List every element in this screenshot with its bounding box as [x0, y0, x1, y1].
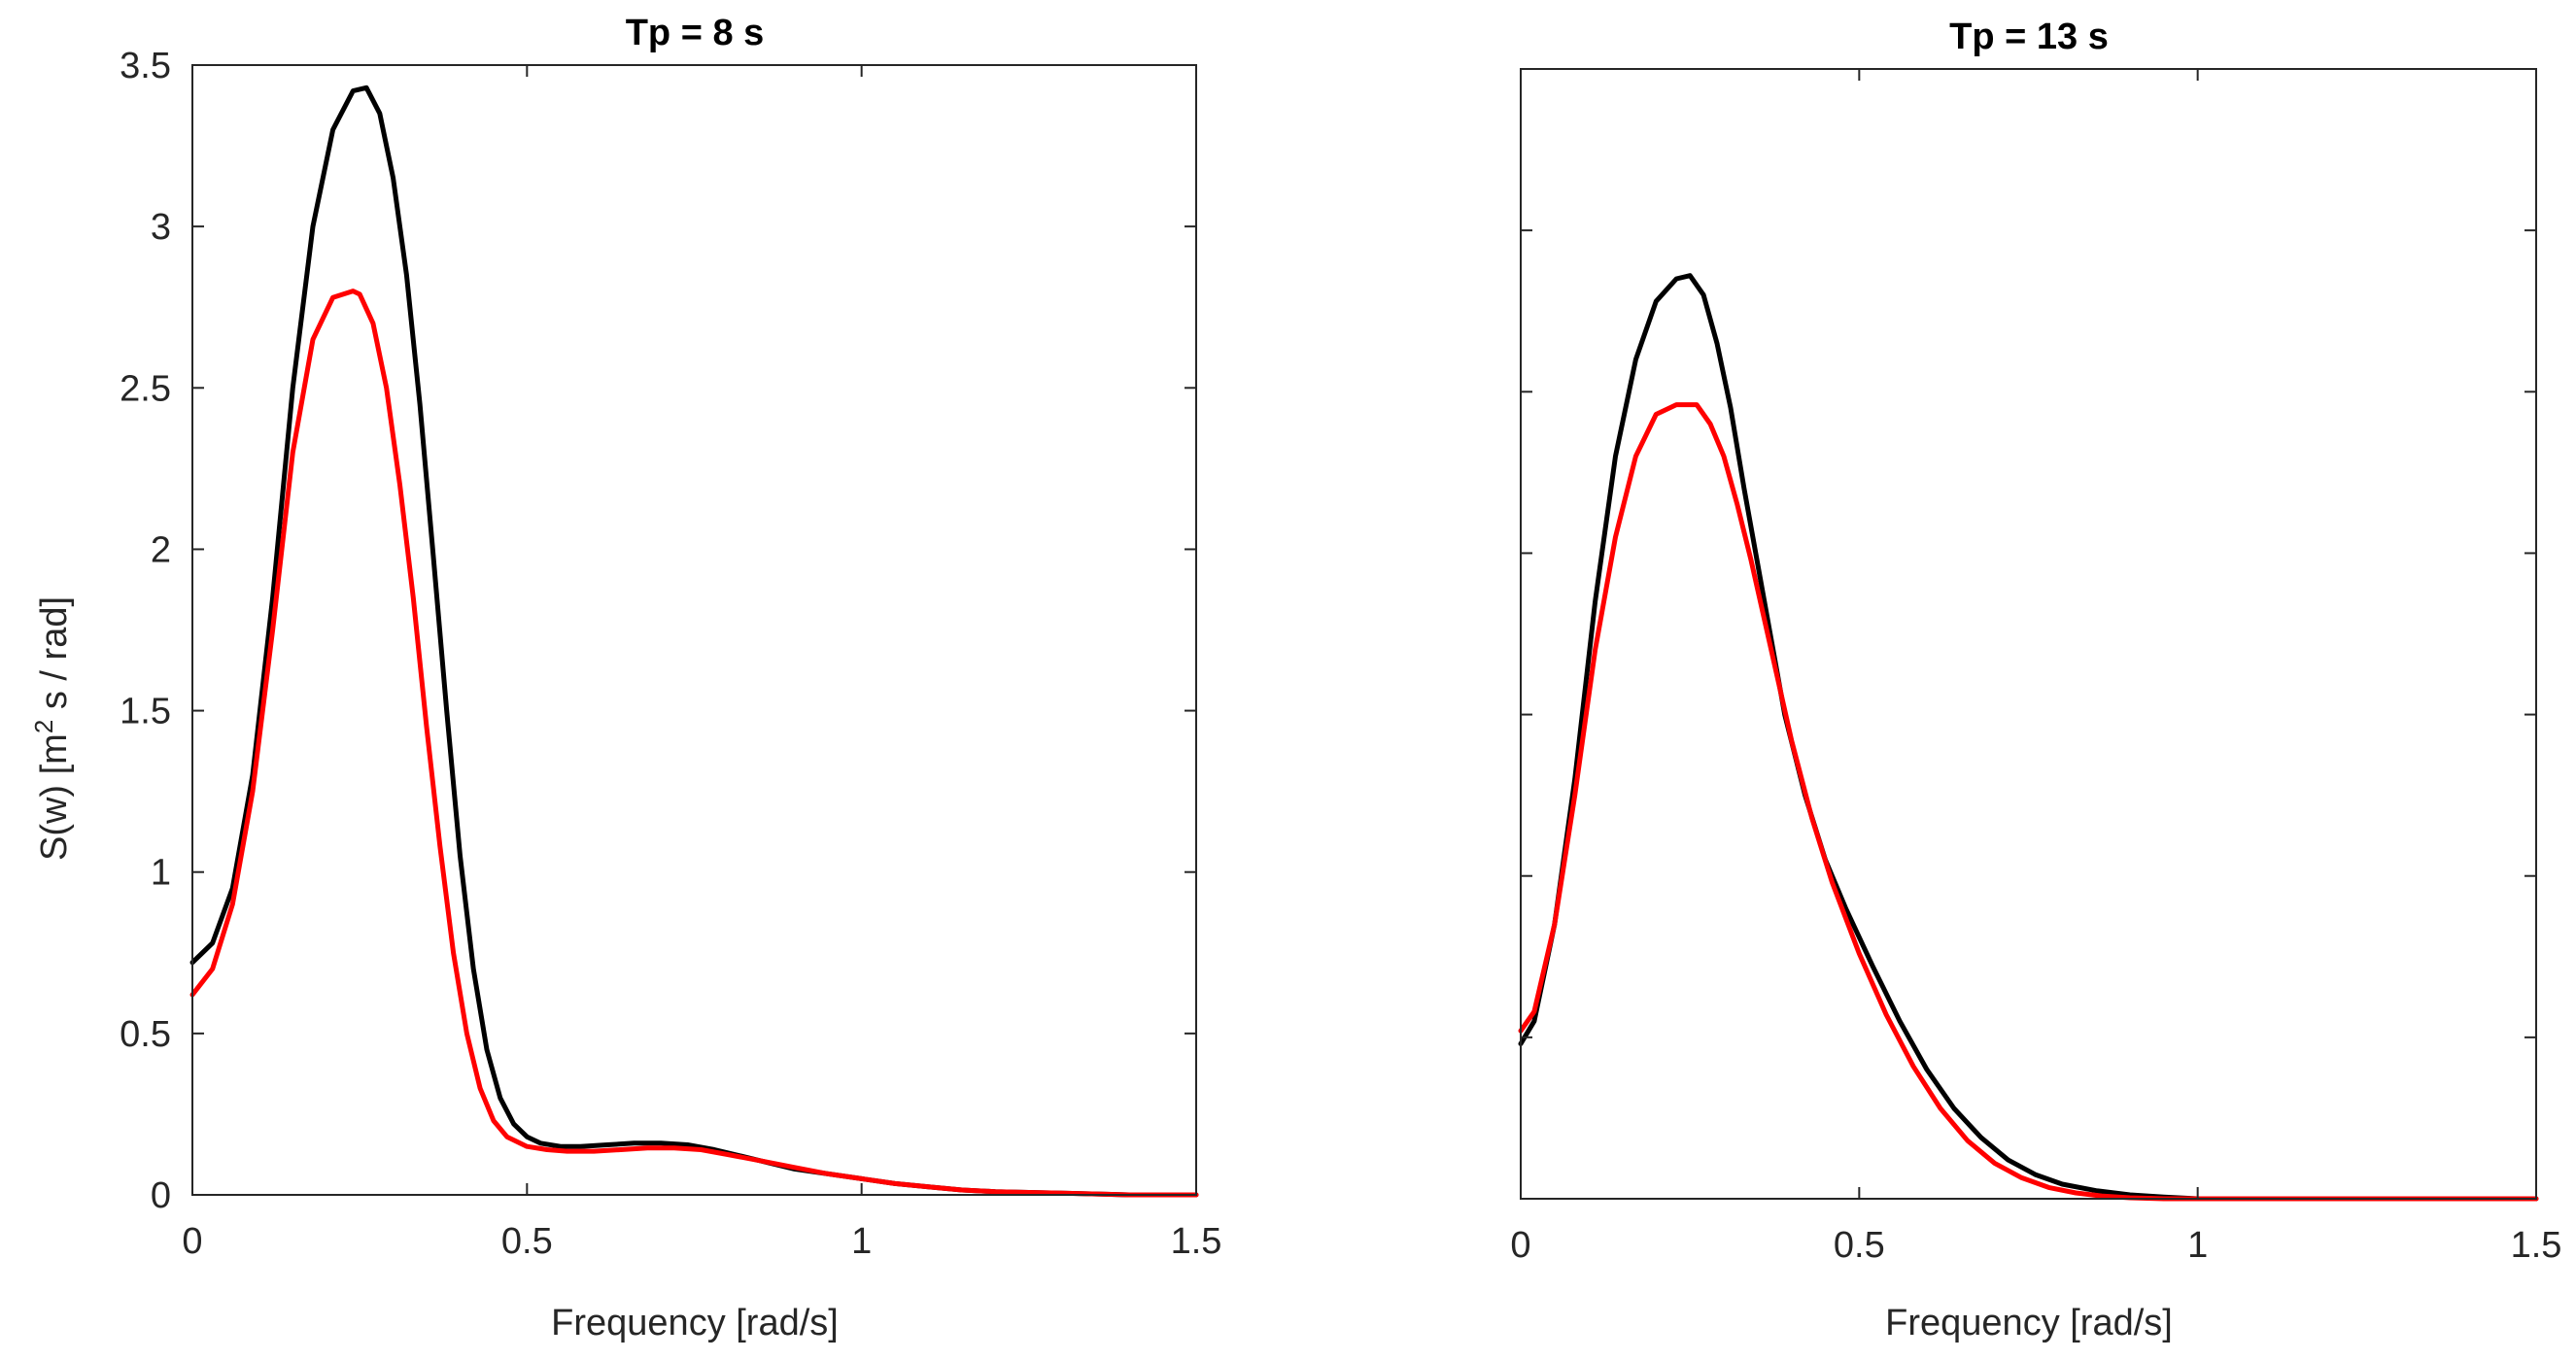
x-tick-label: 0.5 — [1834, 1225, 1885, 1266]
x-tick-label: 0 — [1510, 1225, 1530, 1266]
chart-tp-8: Tp = 8 s 0 0.5 1 1.5 0 0.5 1 1.5 2 2.5 3 3.5 Freque… — [29, 13, 1221, 1343]
x-tick-label: 1 — [2187, 1225, 2208, 1266]
y-tick-label: 0.5 — [120, 1014, 171, 1055]
y-axis-label-suffix: s / rad] — [34, 596, 75, 720]
plot-area: 0 0.5 1 1.5 — [1510, 68, 2562, 1266]
y-tick-label: 3.5 — [120, 46, 171, 86]
y-tick-label: 0 — [151, 1175, 171, 1216]
y-tick-label: 1.5 — [120, 692, 171, 732]
y-tick-label: 2 — [151, 529, 171, 570]
x-tick-label: 0 — [182, 1221, 202, 1262]
x-tick-label: 1.5 — [2511, 1225, 2562, 1266]
y-tick-label: 3 — [151, 207, 171, 248]
axes-box — [1520, 68, 2537, 1200]
x-tick-label: 1.5 — [1171, 1221, 1222, 1262]
chart-tp-13: Tp = 13 s 0 0.5 1 1.5 Frequency [rad/s] — [1510, 17, 2561, 1343]
red-series-line — [189, 289, 1199, 1198]
x-tick-label: 1 — [851, 1221, 872, 1262]
x-axis-label: Frequency [rad/s] — [1885, 1303, 2173, 1343]
y-axis-label: S(w) [m2 s / rad] — [29, 596, 75, 861]
chart-title: Tp = 13 s — [1949, 17, 2109, 57]
y-axis-label-superscript: 2 — [29, 720, 58, 733]
y-tick-label: 1 — [151, 853, 171, 894]
y-axis-label-prefix: S(w) [m — [34, 733, 75, 861]
axes-box — [191, 64, 1197, 1196]
x-axis-label: Frequency [rad/s] — [551, 1303, 839, 1343]
x-tick-label: 0.5 — [501, 1221, 553, 1262]
chart-title: Tp = 8 s — [626, 13, 765, 53]
y-tick-label: 2.5 — [120, 368, 171, 409]
plot-area: 0 0.5 1 1.5 0 0.5 1 1.5 2 2.5 3 3.5 — [120, 46, 1221, 1262]
